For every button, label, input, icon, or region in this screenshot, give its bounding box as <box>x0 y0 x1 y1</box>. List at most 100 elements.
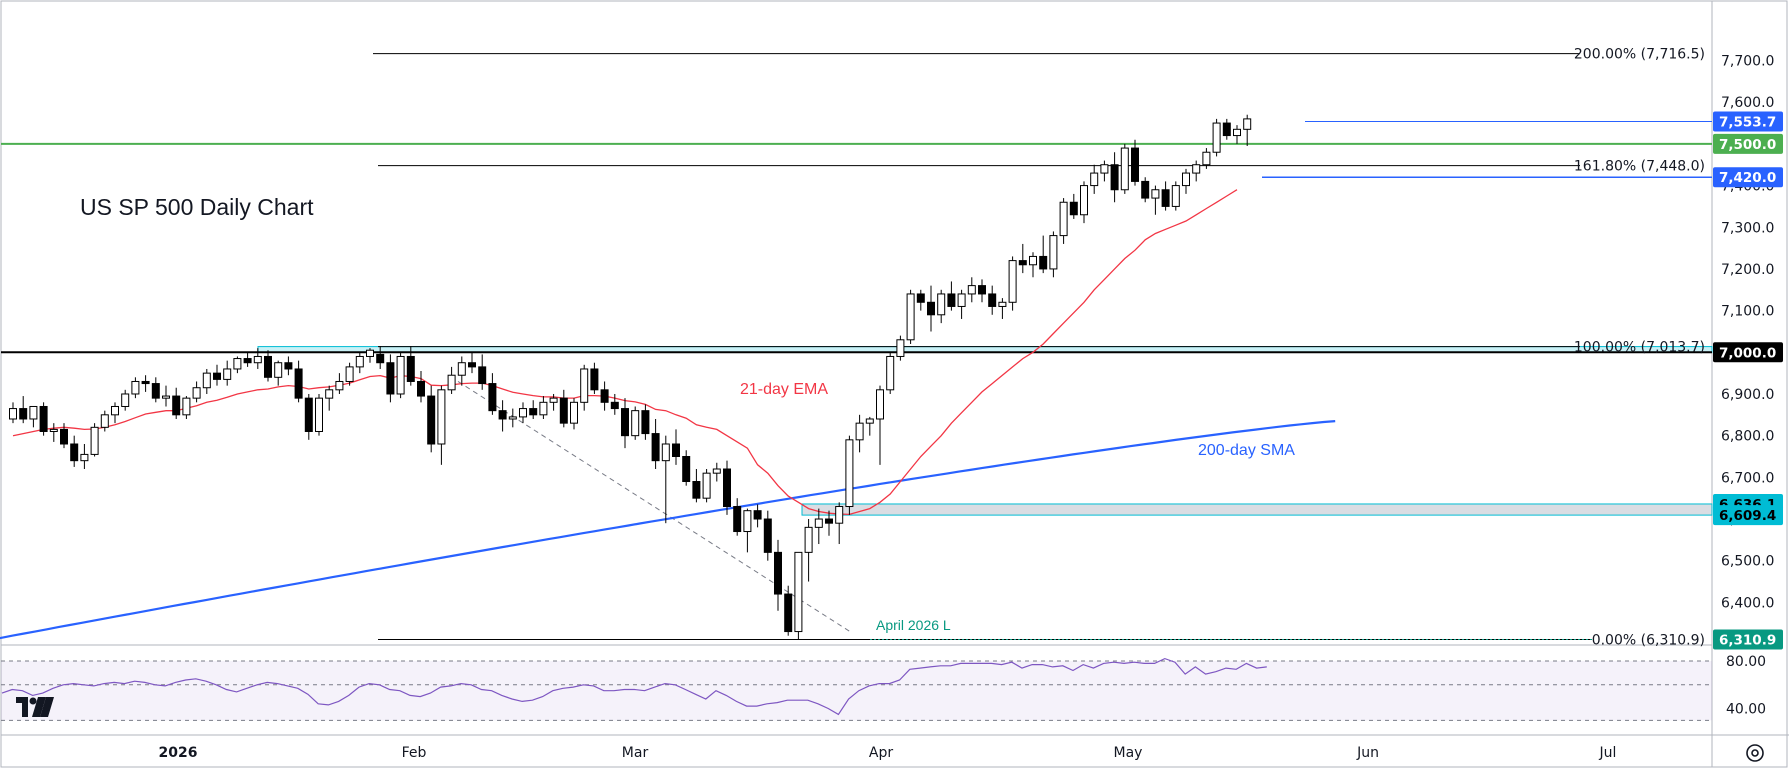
candle[interactable] <box>223 360 232 386</box>
candle[interactable] <box>406 346 415 386</box>
candle[interactable] <box>243 352 252 367</box>
candle[interactable] <box>447 366 456 394</box>
candle[interactable] <box>998 298 1007 319</box>
candle[interactable] <box>1059 198 1068 244</box>
candle[interactable] <box>315 393 323 436</box>
candle[interactable] <box>1049 231 1058 278</box>
candle[interactable] <box>60 423 68 449</box>
candle[interactable] <box>835 502 844 545</box>
candle[interactable] <box>916 289 925 311</box>
candle[interactable] <box>672 429 680 465</box>
candle[interactable] <box>478 354 487 390</box>
candle[interactable] <box>427 385 436 453</box>
candle[interactable] <box>100 410 109 432</box>
candle[interactable] <box>906 289 915 344</box>
candle[interactable] <box>692 469 701 503</box>
candle[interactable] <box>1202 148 1211 169</box>
candle[interactable] <box>1151 185 1160 215</box>
candle[interactable] <box>865 416 874 436</box>
candle[interactable] <box>162 385 170 407</box>
candle[interactable] <box>723 460 731 515</box>
candle[interactable] <box>549 393 558 411</box>
candle[interactable] <box>284 356 293 376</box>
candle[interactable] <box>151 377 160 403</box>
candle[interactable] <box>682 450 691 486</box>
candle[interactable] <box>80 443 89 470</box>
candle[interactable] <box>631 406 640 440</box>
candle[interactable] <box>202 368 211 394</box>
candle[interactable] <box>376 346 385 369</box>
candle[interactable] <box>121 389 130 411</box>
candle[interactable] <box>570 398 578 430</box>
candle[interactable] <box>855 414 864 453</box>
candle[interactable] <box>437 385 446 465</box>
candle[interactable] <box>590 362 599 394</box>
candle[interactable] <box>1029 252 1037 278</box>
candle[interactable] <box>417 371 425 403</box>
candle[interactable] <box>111 402 119 424</box>
candle[interactable] <box>19 396 28 424</box>
candle[interactable] <box>937 289 946 324</box>
candle[interactable] <box>1141 177 1150 203</box>
candle[interactable] <box>508 408 517 428</box>
candle[interactable] <box>9 402 17 424</box>
candle[interactable] <box>814 508 823 545</box>
candle[interactable] <box>1080 181 1088 224</box>
candle[interactable] <box>957 289 966 319</box>
candle[interactable] <box>39 402 48 436</box>
candle[interactable] <box>1090 164 1099 194</box>
candle[interactable] <box>49 423 58 442</box>
candle[interactable] <box>274 360 283 386</box>
candle[interactable] <box>468 352 476 374</box>
candle[interactable] <box>1192 160 1201 182</box>
candle[interactable] <box>366 348 374 363</box>
candle[interactable] <box>967 277 976 303</box>
candle[interactable] <box>978 279 986 303</box>
candle[interactable] <box>988 285 997 315</box>
candle[interactable] <box>886 352 895 394</box>
candles-layer[interactable] <box>9 114 1252 640</box>
candle[interactable] <box>264 350 272 382</box>
candle[interactable] <box>192 381 201 403</box>
candle[interactable] <box>213 364 221 386</box>
candle[interactable] <box>294 360 303 403</box>
candle[interactable] <box>1110 152 1119 203</box>
candle[interactable] <box>1161 181 1170 211</box>
candle[interactable] <box>29 405 38 428</box>
candle[interactable] <box>70 435 79 467</box>
candle[interactable] <box>743 508 752 553</box>
candle[interactable] <box>345 362 354 386</box>
candle[interactable] <box>355 352 364 374</box>
candle[interactable] <box>1018 243 1027 274</box>
candle[interactable] <box>396 352 405 399</box>
candle[interactable] <box>1171 181 1180 211</box>
candle[interactable] <box>141 375 150 392</box>
candle[interactable] <box>1243 114 1252 146</box>
candle[interactable] <box>1222 118 1231 140</box>
candle[interactable] <box>182 396 191 419</box>
candle[interactable] <box>233 356 242 374</box>
candle[interactable] <box>386 354 395 403</box>
candle[interactable] <box>539 396 548 419</box>
candle[interactable] <box>488 373 497 415</box>
candle[interactable] <box>559 389 568 428</box>
candle[interactable] <box>1212 118 1221 157</box>
candle[interactable] <box>621 398 629 449</box>
candle[interactable] <box>580 364 589 411</box>
candle[interactable] <box>784 585 793 636</box>
rsi-pane[interactable]: 80.00 40.00 <box>1 654 1766 721</box>
candle[interactable] <box>519 402 527 424</box>
candle[interactable] <box>661 435 670 524</box>
candle[interactable] <box>1100 160 1109 182</box>
candle[interactable] <box>1233 125 1241 144</box>
candle[interactable] <box>947 281 956 311</box>
candle[interactable] <box>641 404 650 440</box>
candle[interactable] <box>794 551 803 640</box>
candle[interactable] <box>335 373 344 394</box>
candle[interactable] <box>457 356 466 386</box>
candle[interactable] <box>1120 143 1129 194</box>
candle[interactable] <box>172 387 181 419</box>
candle[interactable] <box>733 498 742 536</box>
candle[interactable] <box>896 335 905 361</box>
